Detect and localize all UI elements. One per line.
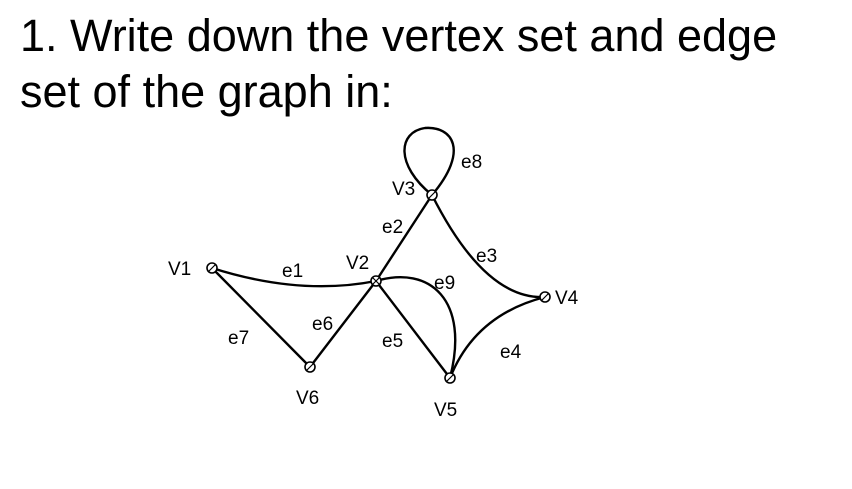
edge-label-e6: e6 — [312, 314, 333, 335]
question-line-2: set of the graph in: — [20, 66, 393, 117]
edge-e6 — [308, 279, 378, 369]
edge-e4 — [448, 295, 547, 380]
edge-label-e7: e7 — [228, 328, 249, 349]
vertex-label-v2: V2 — [346, 253, 369, 274]
edge-e9 — [374, 276, 457, 380]
edge-label-e2: e2 — [382, 217, 403, 238]
vertex-v3 — [426, 189, 438, 201]
edge-label-e1: e1 — [282, 261, 303, 282]
vertex-label-v6: V6 — [296, 388, 319, 409]
question-line-1: 1. Write down the vertex set and edge — [20, 10, 778, 61]
edge-label-e4: e4 — [500, 342, 522, 363]
vertex-label-v1: V1 — [168, 259, 191, 280]
vertex-v5 — [444, 372, 456, 384]
edge-e8 — [403, 126, 455, 197]
vertex-label-v4: V4 — [555, 288, 579, 309]
edge-e3 — [430, 193, 547, 299]
edge-e5 — [374, 279, 452, 380]
vertex-label-v5: V5 — [434, 400, 457, 421]
vertex-v6 — [304, 361, 316, 373]
vertex-v4 — [539, 291, 551, 303]
vertex-label-v3: V3 — [392, 179, 415, 200]
question-text: 1. Write down the vertex set and edge se… — [20, 8, 840, 120]
vertex-v1 — [206, 262, 218, 274]
edge-label-e5: e5 — [382, 331, 403, 352]
vertex-v2 — [370, 275, 382, 287]
edge-e2 — [374, 193, 434, 283]
edge-label-e9: e9 — [434, 273, 455, 294]
edge-e7 — [210, 266, 312, 369]
edge-label-e3: e3 — [476, 246, 497, 267]
edge-e1 — [210, 266, 378, 288]
edge-label-e8: e8 — [461, 152, 482, 173]
